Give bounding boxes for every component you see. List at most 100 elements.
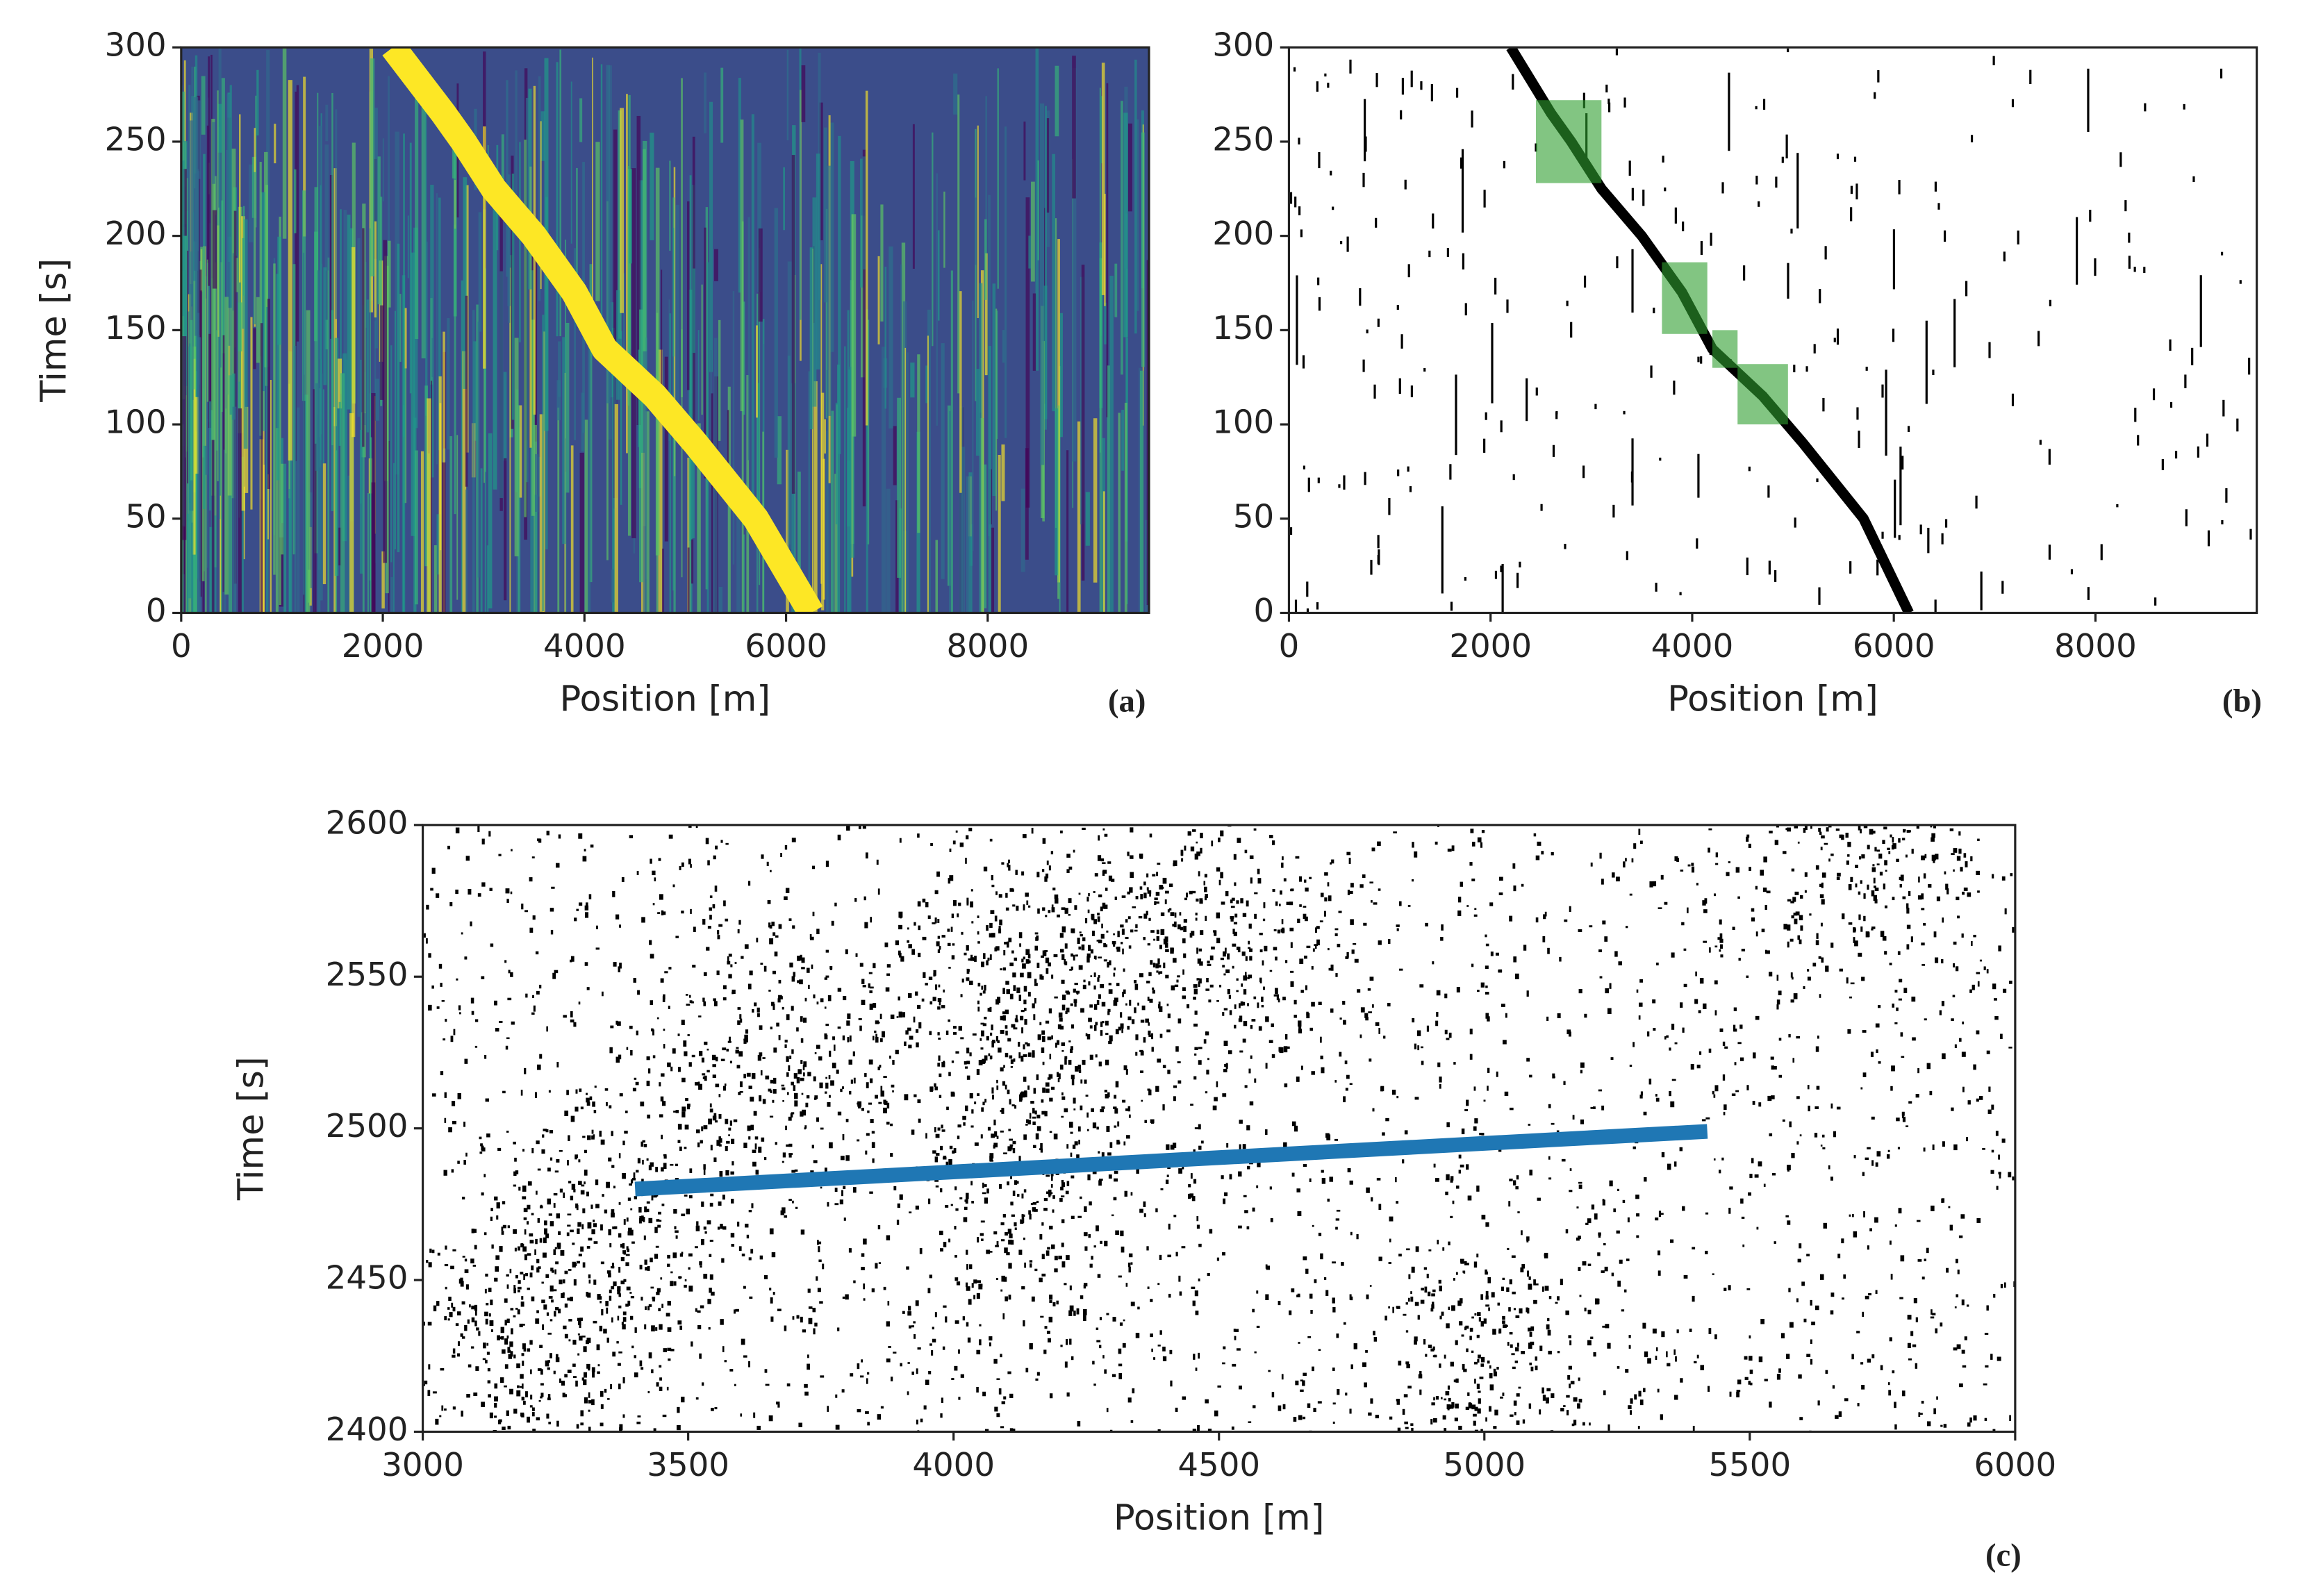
noise-dot — [1481, 983, 1485, 988]
noise-dot — [1199, 961, 1202, 965]
noise-dot — [522, 1149, 524, 1152]
noise-dot — [782, 1100, 784, 1102]
noise-dot — [1908, 1101, 1912, 1103]
noise-dot — [1021, 1194, 1023, 1199]
noise-dot — [1098, 994, 1101, 999]
noise-dot — [1958, 1270, 1960, 1274]
noise-dot — [676, 1236, 678, 1239]
noise-dot — [943, 1156, 947, 1158]
noise-dot — [1084, 1285, 1086, 1288]
noise-dot — [1546, 1388, 1551, 1391]
noise-dot — [439, 964, 442, 969]
noise-dot — [471, 1306, 475, 1309]
noise-dot — [1601, 1106, 1604, 1111]
noise-dot — [1017, 1181, 1019, 1183]
noise-dot — [524, 1068, 526, 1074]
noise-dot — [1487, 1361, 1490, 1363]
noise-dot — [663, 1156, 666, 1159]
noise-dot — [1182, 987, 1186, 991]
noise-dot — [590, 845, 594, 847]
noise-dot — [1364, 1382, 1367, 1387]
noise-dot — [1051, 1036, 1053, 1040]
noise-dot — [1246, 956, 1248, 961]
noise-dot — [1208, 999, 1211, 1002]
noise-dot — [433, 1306, 436, 1311]
noise-dot — [559, 1150, 563, 1152]
noise-dot — [1118, 1373, 1122, 1379]
noise-dot — [875, 1037, 878, 1042]
noise-dot — [966, 1061, 970, 1064]
noise-dot — [1095, 873, 1098, 876]
noise-dot — [1973, 1415, 1976, 1420]
noise-dot — [1548, 1104, 1551, 1108]
heatmap-texture — [720, 68, 723, 143]
noise-dot — [1007, 1146, 1011, 1151]
noise-dot — [804, 1392, 809, 1396]
noise-dot — [991, 1024, 993, 1030]
noise-dot — [1533, 1300, 1537, 1304]
heatmap-texture — [1005, 126, 1007, 438]
heatmap-texture — [719, 587, 722, 626]
heatmap-texture — [325, 144, 329, 270]
noise-dot — [825, 1006, 827, 1008]
noise-dot — [834, 903, 836, 906]
noise-dot — [1283, 1404, 1286, 1409]
noise-dot — [1953, 1347, 1958, 1350]
noise-dot — [1328, 895, 1332, 901]
noise-dot — [984, 1017, 986, 1020]
noise-dot — [759, 1025, 763, 1030]
noise-dot — [1660, 1414, 1663, 1420]
noise-dot — [527, 1221, 529, 1224]
noise-dot — [1029, 1214, 1031, 1220]
noise-dash — [1885, 369, 1887, 456]
noise-dot — [435, 1419, 438, 1425]
noise-dot — [1178, 1276, 1180, 1282]
noise-dot — [1810, 1339, 1812, 1344]
noise-dot — [1065, 943, 1068, 948]
noise-dot — [1451, 1305, 1455, 1311]
noise-dot — [1016, 988, 1020, 993]
noise-dot — [1617, 1366, 1620, 1369]
noise-dot — [1845, 810, 1847, 813]
heatmap-texture — [1114, 264, 1117, 317]
noise-dot — [749, 1210, 752, 1212]
noise-dot — [675, 936, 679, 938]
noise-dot — [955, 1208, 958, 1211]
noise-dot — [758, 1055, 761, 1061]
noise-dot — [922, 999, 925, 1001]
noise-dot — [1915, 1363, 1917, 1369]
noise-dot — [816, 1045, 820, 1049]
heatmap-texture — [229, 375, 232, 686]
noise-dot — [611, 1165, 614, 1167]
noise-dot — [703, 1274, 707, 1279]
noise-dash — [1655, 583, 1657, 592]
noise-dot — [1361, 1007, 1365, 1012]
noise-dot — [745, 1029, 748, 1033]
noise-dot — [1609, 1181, 1612, 1186]
noise-dot — [807, 1095, 809, 1099]
noise-dot — [1675, 1356, 1677, 1362]
noise-dot — [1477, 1383, 1480, 1389]
noise-dot — [590, 1097, 593, 1101]
noise-dot — [1025, 1124, 1027, 1126]
noise-dot — [581, 1106, 584, 1109]
noise-dot — [1549, 1296, 1551, 1299]
noise-dash — [1316, 81, 1319, 92]
noise-dot — [1792, 869, 1794, 872]
noise-dot — [982, 1192, 986, 1195]
noise-dot — [797, 980, 800, 983]
noise-dot — [1876, 1024, 1880, 1028]
noise-dash — [1399, 379, 1401, 394]
noise-dot — [1543, 1395, 1546, 1401]
noise-dot — [1818, 1400, 1820, 1405]
noise-dot — [618, 1352, 622, 1354]
noise-dot — [1969, 990, 1972, 993]
noise-dot — [1658, 1270, 1661, 1275]
noise-dot — [1322, 1178, 1325, 1184]
noise-dot — [863, 1283, 865, 1289]
noise-dot — [1513, 956, 1516, 962]
noise-dot — [870, 1119, 874, 1123]
heatmap-texture — [787, 50, 788, 140]
noise-dot — [1070, 1286, 1072, 1290]
noise-dash — [1631, 249, 1633, 313]
